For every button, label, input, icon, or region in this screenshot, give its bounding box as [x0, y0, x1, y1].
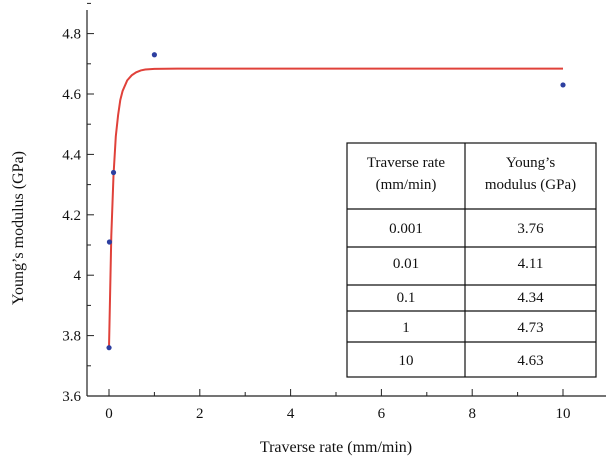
- x-tick-label: 2: [196, 406, 204, 422]
- x-tick-label: 4: [287, 406, 295, 422]
- table-cell: 4.34: [517, 290, 544, 306]
- table-cell: 3.76: [517, 221, 544, 237]
- table-cell: 10: [399, 353, 414, 369]
- table-border: [346, 142, 597, 378]
- y-tick-label: 4.8: [62, 27, 81, 43]
- x-tick-label: 0: [105, 406, 113, 422]
- data-point: [106, 345, 112, 351]
- x-tick-label: 8: [468, 406, 476, 422]
- table-header-cell: Young’s: [506, 155, 555, 171]
- y-tick-label: 4.4: [62, 147, 81, 163]
- data-table: Traverse rate (mm/min) Young’s modulus (GPa…: [346, 142, 597, 378]
- x-tick-label: 6: [378, 406, 386, 422]
- data-point: [151, 52, 157, 58]
- y-tick-label: 3.6: [62, 389, 81, 405]
- y-tick-label: 4.6: [62, 87, 81, 103]
- table-cell: 4.63: [517, 353, 543, 369]
- table-cell: 1: [402, 320, 410, 336]
- data-point: [560, 82, 566, 88]
- data-point: [106, 239, 113, 245]
- table-cell: 4.73: [517, 320, 543, 336]
- table-cell: 0.01: [393, 256, 419, 272]
- x-tick-label: 10: [556, 406, 571, 422]
- data-point: [110, 169, 117, 176]
- x-axis-title: Traverse rate (mm/min): [260, 439, 412, 456]
- y-tick-label: 3.8: [62, 329, 81, 345]
- table-cell: 0.001: [389, 221, 423, 237]
- fit-curve: [108, 67, 563, 348]
- y-tick-label: 4: [74, 268, 82, 284]
- table-cell: 0.1: [397, 290, 416, 306]
- table-header-cell: modulus (GPa): [485, 177, 576, 193]
- table-header-cell: Traverse rate: [367, 155, 446, 171]
- table-header-cell: (mm/min): [376, 177, 437, 193]
- table-cell: 4.11: [518, 256, 544, 272]
- y-axis-title: Young’s modulus (GPa): [10, 151, 27, 305]
- y-tick-label: 4.2: [62, 208, 81, 224]
